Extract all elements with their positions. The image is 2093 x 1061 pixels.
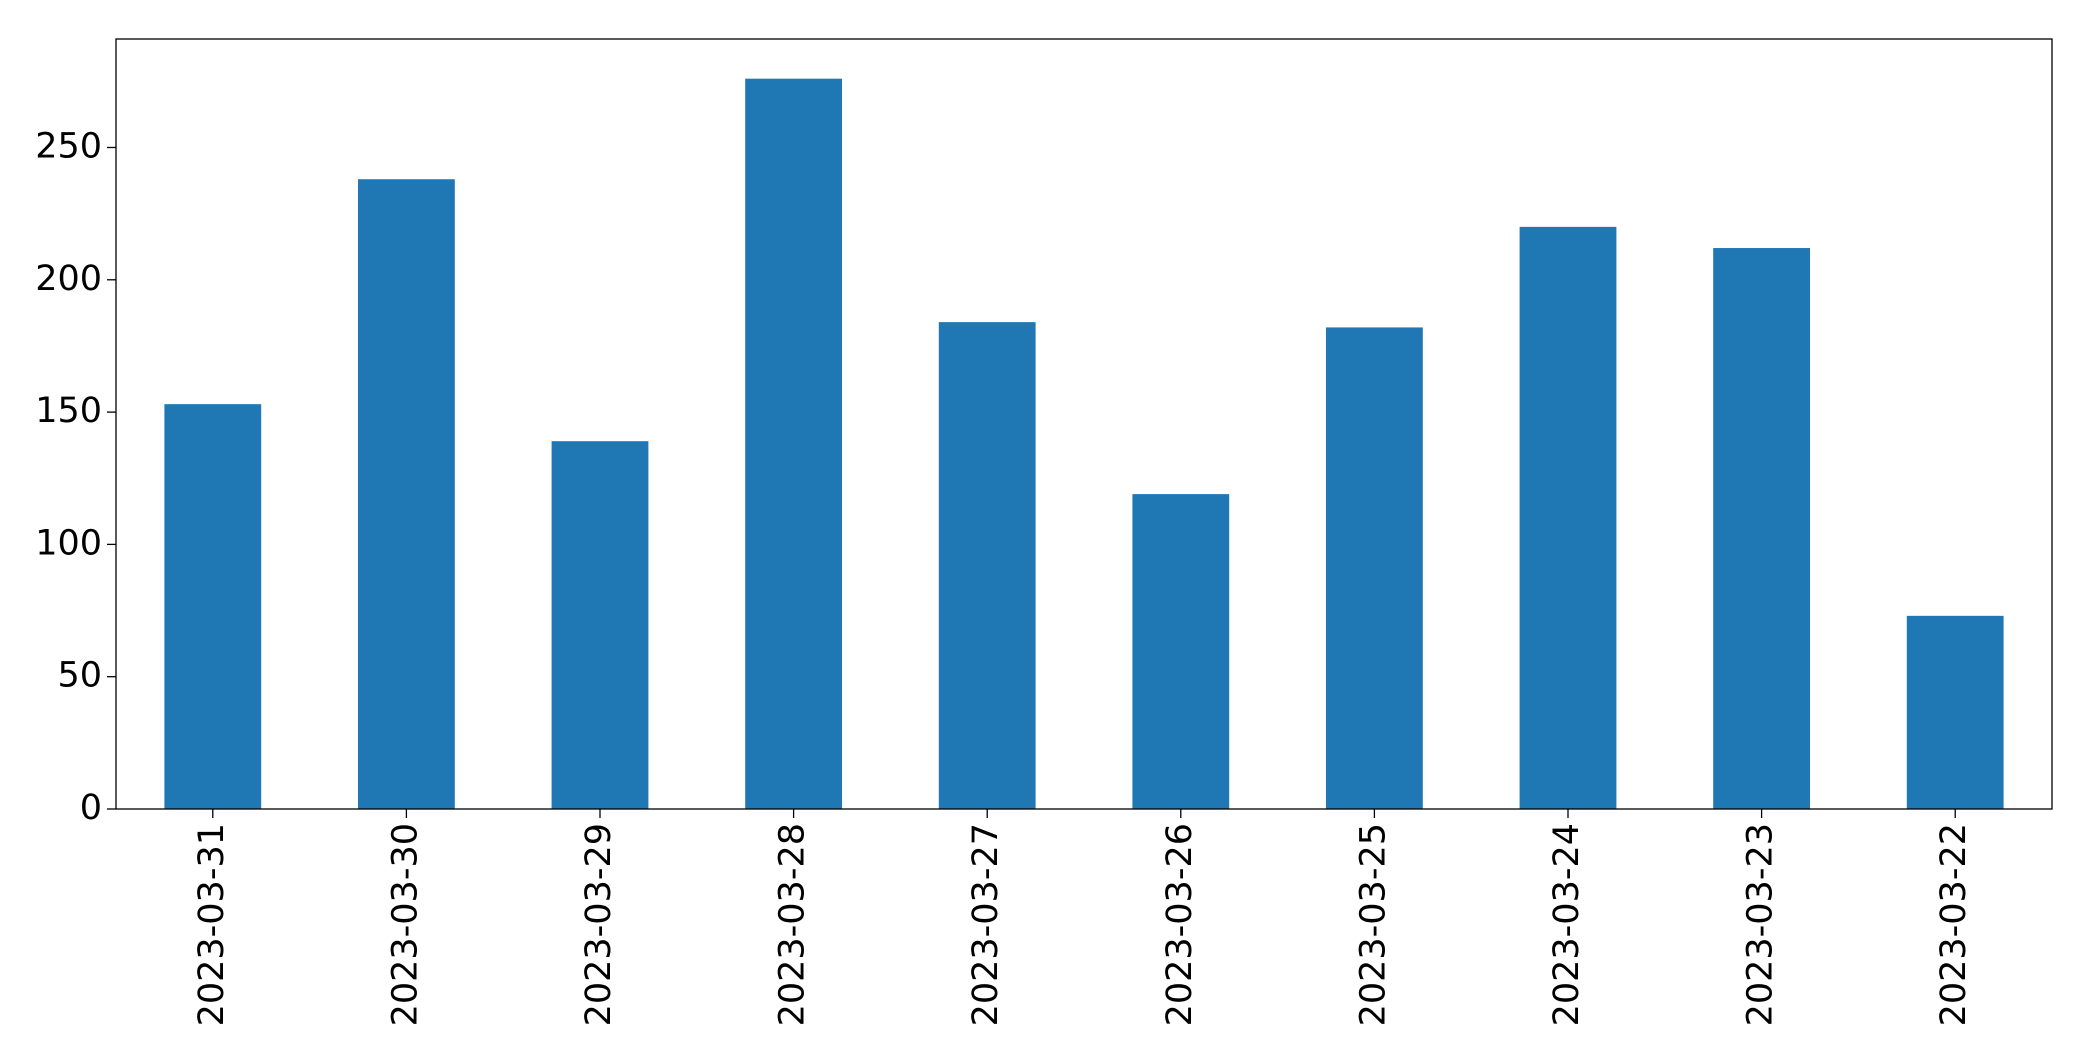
- bar: [1906, 615, 2004, 809]
- y-tick-label: 0: [80, 788, 102, 828]
- x-tick-label: 2023-03-28: [773, 823, 813, 1026]
- y-tick-label: 200: [35, 259, 102, 299]
- bar: [358, 179, 455, 810]
- x-tick-label: 2023-03-25: [1353, 823, 1393, 1026]
- y-tick-label: 50: [57, 656, 102, 696]
- x-tick-label: 2023-03-24: [1547, 823, 1587, 1026]
- bar: [1519, 226, 1617, 810]
- bar: [551, 441, 649, 809]
- bar: [745, 78, 842, 809]
- bar: [1713, 248, 1810, 810]
- x-tick-label: 2023-03-30: [385, 823, 425, 1026]
- y-tick-label: 100: [35, 523, 102, 563]
- bar: [164, 404, 262, 809]
- bar: [938, 322, 1036, 809]
- y-tick-label: 250: [35, 126, 102, 166]
- bar: [1132, 494, 1230, 809]
- x-tick-label: 2023-03-31: [192, 823, 232, 1026]
- y-tick-label: 150: [35, 391, 102, 431]
- bar: [1326, 327, 1423, 809]
- x-tick-label: 2023-03-23: [1741, 823, 1781, 1026]
- x-tick-label: 2023-03-27: [966, 823, 1006, 1026]
- x-tick-label: 2023-03-22: [1934, 823, 1974, 1026]
- x-tick-label: 2023-03-29: [579, 823, 619, 1026]
- plot-frame: [115, 38, 2053, 810]
- x-tick-label: 2023-03-26: [1160, 823, 1200, 1026]
